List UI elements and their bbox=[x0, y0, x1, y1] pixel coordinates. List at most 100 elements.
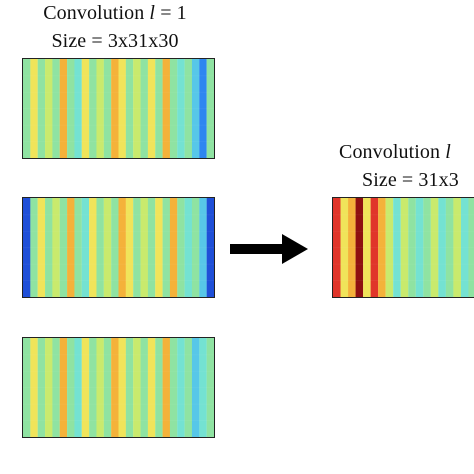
heatmap-column bbox=[438, 198, 446, 297]
heatmap-row-texture bbox=[23, 124, 214, 126]
output-heatmap-panel bbox=[332, 197, 474, 298]
heatmap-column bbox=[59, 338, 68, 437]
heatmap-column bbox=[111, 338, 119, 437]
heatmap-column bbox=[140, 59, 148, 158]
arrow-shape bbox=[230, 234, 308, 264]
heatmap-column bbox=[23, 198, 31, 297]
input-heatmap-panel-2 bbox=[22, 197, 215, 298]
input-title-variable: l bbox=[149, 2, 156, 24]
heatmap-column bbox=[162, 59, 171, 158]
heatmap-column bbox=[162, 198, 171, 297]
heatmap-column bbox=[191, 338, 200, 437]
heatmap-column bbox=[125, 338, 134, 437]
heatmap-column bbox=[118, 59, 126, 158]
heatmap-column bbox=[162, 338, 171, 437]
heatmap-column bbox=[89, 59, 97, 158]
output-title-prefix: Convolution bbox=[339, 141, 446, 163]
heatmap-column bbox=[133, 59, 141, 158]
heatmap-row-texture bbox=[23, 280, 214, 281]
heatmap-column bbox=[133, 338, 141, 437]
heatmap-column bbox=[415, 198, 424, 297]
heatmap-column bbox=[199, 338, 207, 437]
heatmap-column bbox=[118, 198, 126, 297]
heatmap-column bbox=[445, 198, 454, 297]
heatmap-row-texture bbox=[333, 280, 474, 281]
heatmap-column bbox=[103, 198, 112, 297]
heatmap-column bbox=[206, 338, 214, 437]
output-title: Convolution l bbox=[339, 140, 451, 164]
heatmap-column bbox=[74, 59, 82, 158]
heatmap-column bbox=[147, 198, 156, 297]
heatmap-row-texture bbox=[23, 420, 214, 421]
heatmap-column bbox=[96, 198, 104, 297]
input-heatmap-3 bbox=[23, 338, 214, 437]
heatmap-row-texture bbox=[23, 141, 214, 142]
heatmap-column bbox=[23, 59, 31, 158]
heatmap-column bbox=[147, 338, 156, 437]
heatmap-column bbox=[59, 198, 68, 297]
input-title-prefix: Convolution bbox=[43, 2, 150, 24]
input-title-suffix: = 1 bbox=[155, 2, 187, 24]
heatmap-column bbox=[460, 198, 469, 297]
heatmap-column bbox=[333, 198, 341, 297]
heatmap-column bbox=[133, 198, 141, 297]
heatmap-column bbox=[103, 338, 112, 437]
heatmap-column bbox=[118, 338, 126, 437]
heatmap-column bbox=[81, 338, 90, 437]
heatmap-column bbox=[81, 59, 90, 158]
heatmap-column bbox=[140, 338, 148, 437]
heatmap-column bbox=[89, 198, 97, 297]
heatmap-column bbox=[177, 59, 185, 158]
heatmap-column bbox=[169, 59, 178, 158]
heatmap-column bbox=[67, 198, 75, 297]
heatmap-column bbox=[423, 198, 431, 297]
input-heatmap-panel-3 bbox=[22, 337, 215, 438]
heatmap-column bbox=[67, 338, 75, 437]
heatmap-column bbox=[400, 198, 409, 297]
heatmap-column bbox=[37, 198, 46, 297]
heatmap-column bbox=[30, 338, 38, 437]
heatmap-row-texture bbox=[333, 263, 474, 265]
heatmap-row-texture bbox=[23, 214, 214, 216]
heatmap-column bbox=[177, 198, 185, 297]
heatmap-column bbox=[30, 198, 38, 297]
heatmap-column bbox=[191, 198, 200, 297]
input-heatmap-1 bbox=[23, 59, 214, 158]
heatmap-row-texture bbox=[23, 263, 214, 265]
heatmap-row-texture bbox=[333, 247, 474, 249]
heatmap-column bbox=[96, 59, 104, 158]
heatmap-column bbox=[370, 198, 379, 297]
heatmap-column bbox=[199, 198, 207, 297]
heatmap-column bbox=[191, 59, 200, 158]
heatmap-column bbox=[155, 198, 163, 297]
heatmap-column bbox=[52, 338, 60, 437]
heatmap-column bbox=[125, 198, 134, 297]
heatmap-column bbox=[30, 59, 38, 158]
heatmap-column bbox=[74, 338, 82, 437]
heatmap-row-texture bbox=[333, 230, 474, 232]
heatmap-row-texture bbox=[23, 247, 214, 249]
heatmap-row-texture bbox=[23, 370, 214, 372]
heatmap-column bbox=[355, 198, 364, 297]
heatmap-column bbox=[169, 198, 178, 297]
heatmap-column bbox=[37, 338, 46, 437]
output-heatmap bbox=[333, 198, 474, 297]
heatmap-row-texture bbox=[333, 214, 474, 216]
heatmap-column bbox=[52, 59, 60, 158]
heatmap-column bbox=[140, 198, 148, 297]
heatmap-row-texture bbox=[23, 91, 214, 93]
heatmap-column bbox=[37, 59, 46, 158]
heatmap-column bbox=[206, 198, 214, 297]
heatmap-column bbox=[67, 59, 75, 158]
output-size-label: Size = 31x3 bbox=[362, 169, 459, 191]
heatmap-column bbox=[177, 338, 185, 437]
heatmap-column bbox=[74, 198, 82, 297]
output-title-variable: l bbox=[445, 141, 451, 163]
heatmap-column bbox=[468, 198, 474, 297]
heatmap-column bbox=[184, 338, 193, 437]
heatmap-column bbox=[45, 338, 53, 437]
heatmap-column bbox=[155, 59, 163, 158]
heatmap-column bbox=[111, 198, 119, 297]
heatmap-column bbox=[103, 59, 112, 158]
input-heatmap-2 bbox=[23, 198, 214, 297]
